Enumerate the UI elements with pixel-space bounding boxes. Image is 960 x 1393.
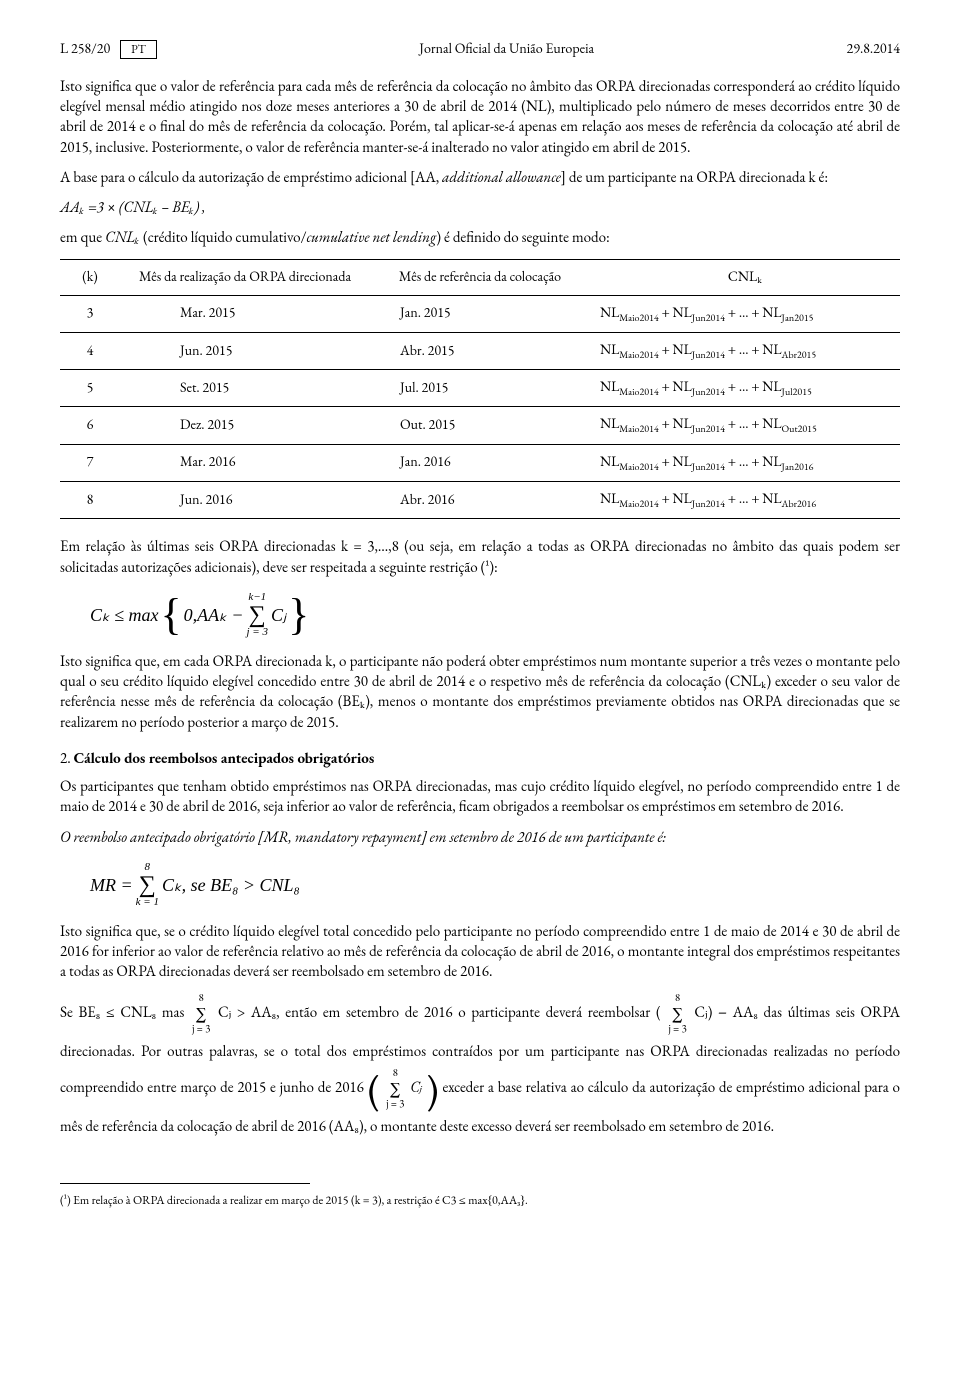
table-row: 3Mar. 2015Jan. 2015NLMaio2014 + NLJun201… (60, 295, 900, 332)
sigma-icon: 8 ∑ j = 3 (386, 1068, 404, 1110)
mr-formula: MR = 8 ∑ k = 1 Cₖ, se BE₈ > CNL₈ (90, 862, 900, 908)
sigma-icon: 8 ∑ k = 1 (136, 862, 159, 908)
sigma-icon: 8 ∑ j = 3 (192, 993, 210, 1035)
footnote-rule (60, 1183, 310, 1190)
formula-aa: AAₖ =3 × (CNLₖ – BEₖ) , (60, 198, 900, 218)
page-header: L 258/20 PT Jornal Oficial da União Euro… (60, 40, 900, 59)
col-month-orpa: Mês da realização da ORPA direcionada (120, 259, 370, 295)
col-month-ref: Mês de referência da colocação (370, 259, 590, 295)
language-badge: PT (120, 40, 157, 59)
paragraph-6: Os participantes que tenham obtido empré… (60, 777, 900, 818)
table-row: 6Dez. 2015Out. 2015NLMaio2014 + NLJun201… (60, 407, 900, 444)
constraint-formula: Cₖ ≤ max { 0,AAₖ − k−1 ∑ j = 3 Cⱼ } (90, 592, 900, 638)
footnote-text: (¹) Em relação à ORPA direcionada a real… (60, 1192, 900, 1208)
table-row: 7Mar. 2016Jan. 2016NLMaio2014 + NLJun201… (60, 444, 900, 481)
paragraph-1: Isto significa que o valor de referência… (60, 77, 900, 158)
paragraph-9: Se BE₈ ≤ CNL₈ mas 8 ∑ j = 3 Cⱼ > AA₈, en… (60, 993, 900, 1143)
sigma-icon: k−1 ∑ j = 3 (246, 592, 267, 638)
sigma-icon: 8 ∑ j = 3 (668, 993, 686, 1035)
journal-title: Jornal Oficial da União Europeia (167, 40, 847, 59)
page-number: L 258/20 (60, 40, 110, 59)
paragraph-4: Em relação às últimas seis ORPA direcion… (60, 537, 900, 578)
col-k: (k) (60, 259, 120, 295)
paren-open-icon: ( (368, 1063, 381, 1115)
col-cnl: CNLₖ (590, 259, 900, 295)
brace-open-icon: { (161, 602, 182, 628)
section-2-title: 2. Cálculo dos reembolsos antecipados ob… (60, 749, 900, 769)
table-row: 4Jun. 2015Abr. 2015NLMaio2014 + NLJun201… (60, 332, 900, 369)
table-row: 8Jun. 2016Abr. 2016NLMaio2014 + NLJun201… (60, 482, 900, 519)
paragraph-8: Isto significa que, se o crédito líquido… (60, 922, 900, 983)
paragraph-2: A base para o cálculo da autorização de … (60, 168, 900, 188)
paragraph-3: em que CNLₖ (crédito líquido cumulativo/… (60, 228, 900, 248)
table-row: 5Set. 2015Jul. 2015NLMaio2014 + NLJun201… (60, 370, 900, 407)
paragraph-5: Isto significa que, em cada ORPA direcio… (60, 652, 900, 733)
paragraph-7: O reembolso antecipado obrigatório [MR, … (60, 828, 900, 848)
paren-close-icon: ) (426, 1063, 439, 1115)
publication-date: 29.8.2014 (847, 40, 900, 59)
brace-close-icon: } (288, 602, 309, 628)
cnl-table: (k) Mês da realização da ORPA direcionad… (60, 259, 900, 520)
